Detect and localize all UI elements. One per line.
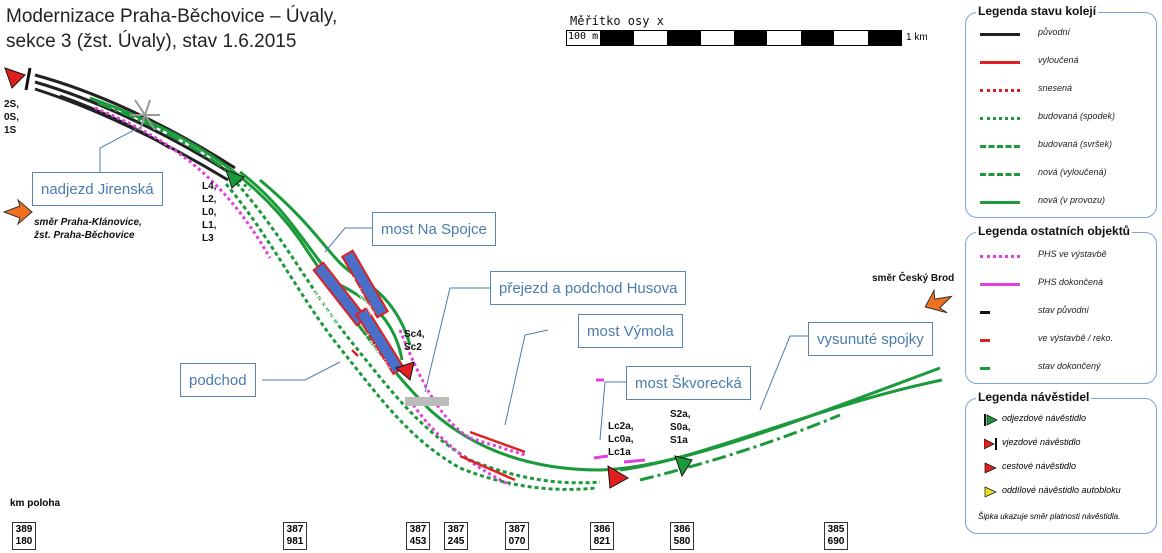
km-mark: 386 821 bbox=[590, 522, 614, 550]
bridge-husova bbox=[405, 397, 449, 406]
legend-signals: Legenda návěstidel odjezdové návěstidlo … bbox=[965, 390, 1157, 534]
legend-tracks-title: Legenda stavu kolejí bbox=[976, 4, 1099, 18]
legend-track-new-active: nová (v provozu) bbox=[980, 195, 1155, 209]
legend-track-building-top: budovaná (svršek) bbox=[980, 139, 1155, 153]
km-mark: 385 690 bbox=[824, 522, 848, 550]
legend-track-new-excluded: nová (vyloučená) bbox=[980, 167, 1155, 181]
legend-signal-entry: vjezdové návěstidlo bbox=[980, 437, 1155, 451]
callout-vymola: most Výmola bbox=[578, 314, 683, 348]
legend-obj-phs-done: PHS dokončená bbox=[980, 277, 1155, 291]
callout-pointers bbox=[99, 127, 808, 441]
track-label-sc: Sc4, Sc2 bbox=[404, 329, 425, 353]
callout-podchod: podchod bbox=[180, 363, 256, 397]
callout-jirenska: nadjezd Jirenská bbox=[32, 172, 163, 206]
km-mark: 386 580 bbox=[670, 522, 694, 550]
legend-signal-route: cestové návěstidlo bbox=[980, 461, 1155, 475]
legend-track-building-base: budovaná (spodek) bbox=[980, 111, 1155, 125]
arrow-east bbox=[924, 288, 953, 314]
route-signal-icon bbox=[984, 462, 997, 474]
legend-signal-departure: odjezdové návěstidlo bbox=[980, 413, 1155, 427]
legend-signals-note: Šipka ukazuje směr platnosti návěstidla. bbox=[978, 512, 1121, 521]
km-mark: 387 453 bbox=[406, 522, 430, 550]
title-line-2: sekce 3 (žst. Úvaly), stav 1.6.2015 bbox=[6, 31, 297, 52]
block-signal-icon bbox=[984, 486, 997, 498]
direction-west: směr Praha-Klánovice, žst. Praha-Běchovic… bbox=[34, 217, 142, 241]
signal-s bbox=[674, 455, 693, 478]
signal-l-departure bbox=[225, 169, 245, 189]
legend-obj-done: stav dokončený bbox=[980, 361, 1155, 375]
legend-track-original: původní bbox=[980, 27, 1155, 41]
callout-spojky: vysunuté spojky bbox=[808, 322, 933, 356]
legend-objects-title: Legenda ostatních objektů bbox=[976, 224, 1133, 238]
arrow-west bbox=[2, 198, 33, 226]
original-tracks bbox=[34, 73, 236, 182]
track-label-l: L4, L2, L0, L1, L3 bbox=[202, 181, 217, 244]
legend-obj-building: ve výstavbě / reko. bbox=[980, 333, 1155, 347]
km-mark: 389 180 bbox=[12, 522, 36, 550]
platforms bbox=[312, 249, 406, 376]
direction-east: směr Český Brod bbox=[872, 273, 955, 284]
km-mark: 387 981 bbox=[283, 522, 307, 550]
legend-obj-original: stav původní bbox=[980, 305, 1155, 319]
km-mark: 387 070 bbox=[505, 522, 529, 550]
title-line-1: Modernizace Praha-Běchovice – Úvaly, bbox=[6, 6, 338, 27]
phs-walls bbox=[94, 106, 526, 487]
signal-west-entry bbox=[4, 67, 26, 89]
track-label-lc: Lc2a, Lc0a, Lc1a bbox=[608, 421, 634, 458]
scale-start: 100 m bbox=[568, 31, 599, 43]
new-tracks-dashdot bbox=[97, 101, 841, 482]
signal-lc bbox=[607, 465, 629, 489]
legend-track-excluded: vyloučená bbox=[980, 55, 1155, 69]
excluded-tracks bbox=[351, 349, 526, 482]
page-title: Modernizace Praha-Běchovice – Úvaly, sek… bbox=[6, 4, 337, 54]
scale-end: 1 km bbox=[906, 32, 928, 43]
new-tracks-dashed bbox=[224, 176, 601, 491]
callout-skvorecka: most Škvorecká bbox=[626, 366, 751, 400]
legend-track-removed: snesená bbox=[980, 83, 1155, 97]
phs-done bbox=[593, 378, 646, 464]
legend-objects: Legenda ostatních objektů PHS ve výstavb… bbox=[965, 224, 1157, 384]
legend-signals-title: Legenda návěstidel bbox=[976, 390, 1092, 404]
track-label-west: 2S, 0S, 1S bbox=[4, 99, 20, 136]
entry-signal-icon bbox=[984, 438, 997, 450]
scale-bar bbox=[566, 30, 902, 46]
legend-obj-phs-building: PHS ve výstavbě bbox=[980, 249, 1155, 263]
scale-label: Měřítko osy x bbox=[570, 14, 664, 28]
bridge-jirenska bbox=[130, 99, 160, 131]
track-label-s: S2a, S0a, S1a bbox=[670, 409, 691, 446]
callout-husova: přejezd a podchod Husova bbox=[490, 271, 687, 305]
signal-sc bbox=[395, 361, 415, 381]
legend-signal-block: oddílové návěstidlo autobloku bbox=[980, 485, 1155, 499]
callout-spojce: most Na Spojce bbox=[372, 212, 496, 246]
departure-signal-icon bbox=[984, 414, 998, 426]
km-mark: 387 245 bbox=[444, 522, 468, 550]
km-title: km poloha bbox=[10, 498, 61, 509]
legend-tracks: Legenda stavu kolejí původní vyloučená s… bbox=[965, 4, 1157, 218]
